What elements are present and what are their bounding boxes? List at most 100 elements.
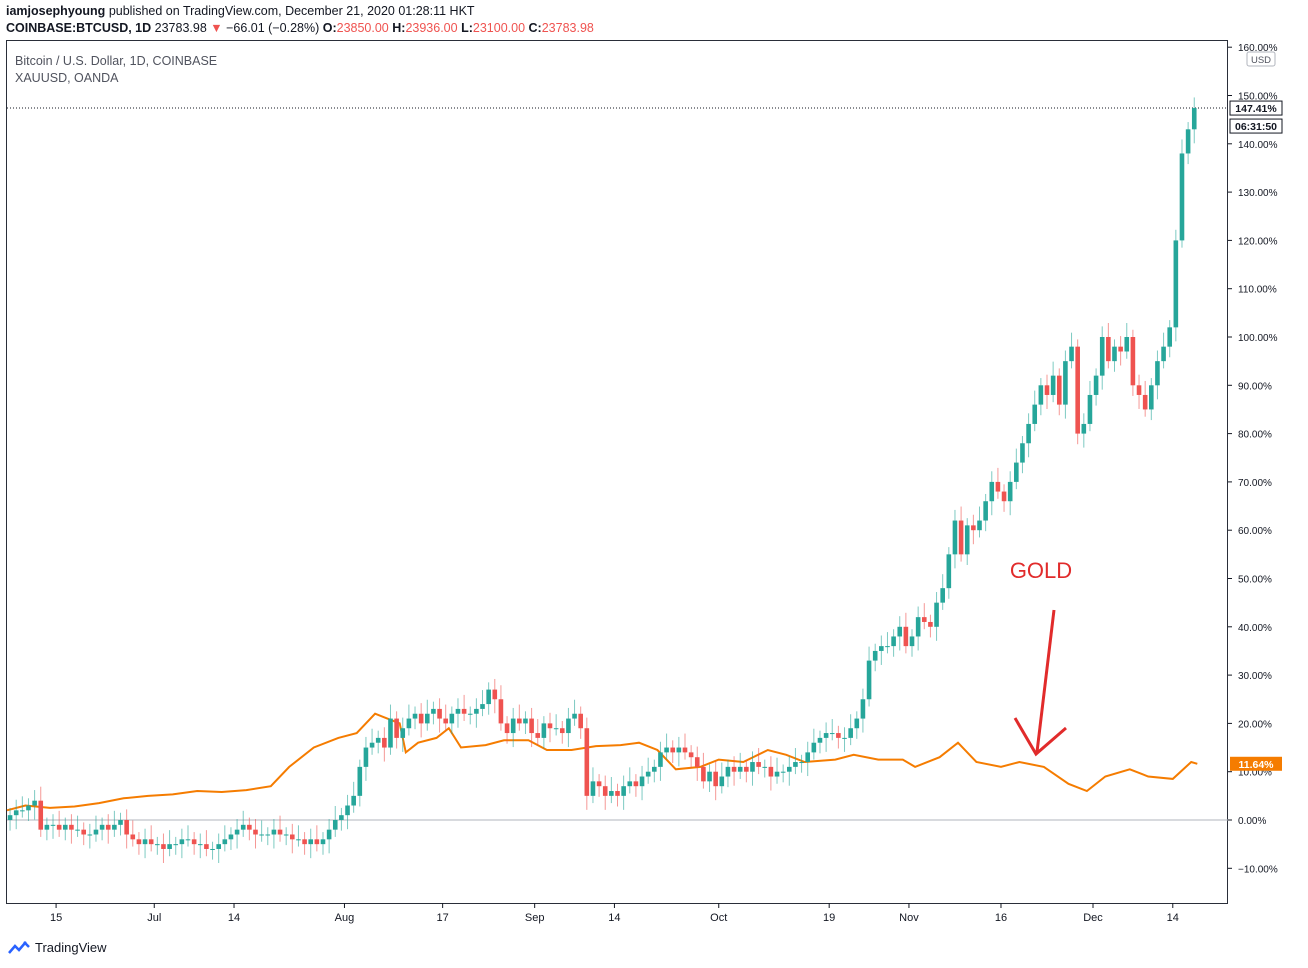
candle-down <box>578 713 583 729</box>
candle-down <box>1106 337 1111 362</box>
candle-up <box>1050 375 1056 395</box>
candle-up <box>786 766 792 772</box>
candle-up <box>1026 423 1031 444</box>
candle-down <box>1136 385 1142 395</box>
candle-down <box>277 829 283 835</box>
candle-down <box>701 766 706 782</box>
x-tick-label: 17 <box>437 912 449 924</box>
y-tick-label: 140.00% <box>1238 140 1278 151</box>
candle-up <box>1099 337 1105 376</box>
candle-up <box>173 844 179 846</box>
btc-price-tag <box>1229 100 1283 116</box>
candle-up <box>486 689 491 705</box>
publisher-username[interactable]: iamjosephyoung <box>6 4 106 18</box>
candle-up <box>658 752 663 767</box>
candle-up <box>32 800 37 806</box>
candle-up <box>424 713 430 724</box>
y-tick-label: −10.00% <box>1238 864 1278 875</box>
candle-down <box>633 781 639 787</box>
candle-up <box>412 713 418 719</box>
candle-up <box>265 834 271 836</box>
candle-up <box>20 810 25 812</box>
candle-up <box>332 820 338 830</box>
candle-up <box>897 626 903 637</box>
candle-down <box>529 718 534 734</box>
candle-down <box>69 824 74 830</box>
candle-up <box>805 752 811 763</box>
candle-up <box>467 713 473 715</box>
candle-up <box>167 844 172 849</box>
candle-down <box>903 626 909 647</box>
candle-up <box>400 728 406 738</box>
candle-down <box>492 689 498 700</box>
candle-down <box>253 829 258 835</box>
change-value: −66.01 (−0.28%) <box>226 21 320 35</box>
candle-up <box>621 786 626 796</box>
candle-up <box>1020 443 1025 463</box>
gold-series-line <box>6 712 1198 812</box>
candle-down <box>768 766 774 777</box>
candle-up <box>879 646 884 651</box>
y-tick-label: 40.00% <box>1238 623 1272 634</box>
candle-down <box>443 718 449 724</box>
candle-up <box>62 824 68 830</box>
candle-down <box>247 824 252 830</box>
y-tick-label: 110.00% <box>1238 285 1277 296</box>
candle-up <box>652 766 657 772</box>
tradingview-logo-icon <box>8 940 30 954</box>
x-tick-label: Sep <box>525 912 545 924</box>
candle-up <box>44 824 50 830</box>
candle-up <box>829 733 835 735</box>
legend-btc[interactable]: Bitcoin / U.S. Dollar, 1D, COINBASE <box>15 54 218 68</box>
candle-up <box>185 839 191 841</box>
candle-down <box>971 525 976 531</box>
high-label: H: <box>392 21 406 35</box>
y-tick-label: 90.00% <box>1238 381 1272 392</box>
candle-down <box>191 839 197 845</box>
publish-info: published on TradingView.com, December 2… <box>108 4 475 18</box>
candle-down <box>1118 346 1123 352</box>
candle-up <box>541 723 547 738</box>
annotation-arrowhead <box>1013 717 1067 757</box>
bar-countdown-label: 06:31:50 <box>1235 121 1277 133</box>
candle-up <box>320 839 326 845</box>
candle-up <box>811 742 817 753</box>
x-tick-label: Oct <box>710 912 727 924</box>
candle-up <box>964 525 970 555</box>
low-label: L: <box>461 21 473 35</box>
candle-up <box>369 742 375 748</box>
candle-up <box>952 520 958 555</box>
candle-up <box>1014 462 1019 482</box>
candle-down <box>394 718 399 738</box>
candle-down <box>1130 337 1136 386</box>
candle-up <box>1149 385 1154 410</box>
candle-down <box>602 786 608 796</box>
y-tick-label: 60.00% <box>1238 526 1272 537</box>
candle-down <box>1075 346 1080 434</box>
candle-up <box>762 766 768 768</box>
open-value: 23850.00 <box>336 21 389 35</box>
tradingview-brand[interactable]: TradingView <box>8 940 107 955</box>
candle-up <box>872 650 878 661</box>
candle-down <box>504 723 510 734</box>
legend-gold[interactable]: XAUUSD, OANDA <box>15 71 119 85</box>
candle-up <box>480 704 485 709</box>
candle-down <box>124 820 129 835</box>
candle-down <box>559 728 565 734</box>
candle-up <box>866 660 872 700</box>
currency-badge-label: USD <box>1251 55 1271 66</box>
candle-up <box>909 636 915 647</box>
candle-up <box>854 718 860 729</box>
candle-up <box>1069 346 1074 362</box>
candle-up <box>50 824 56 826</box>
candle-up <box>523 718 528 724</box>
candle-down <box>314 839 320 845</box>
ohlc-line: COINBASE:BTCUSD, 1D 23783.98 ▼ −66.01 (−… <box>6 20 594 37</box>
y-tick-label: 20.00% <box>1238 719 1272 730</box>
chart-frame[interactable] <box>6 40 1228 904</box>
high-value: 23936.00 <box>405 21 458 35</box>
candle-up <box>26 805 31 811</box>
symbol-label: COINBASE:BTCUSD, 1D <box>6 21 152 35</box>
candle-up <box>142 839 148 845</box>
